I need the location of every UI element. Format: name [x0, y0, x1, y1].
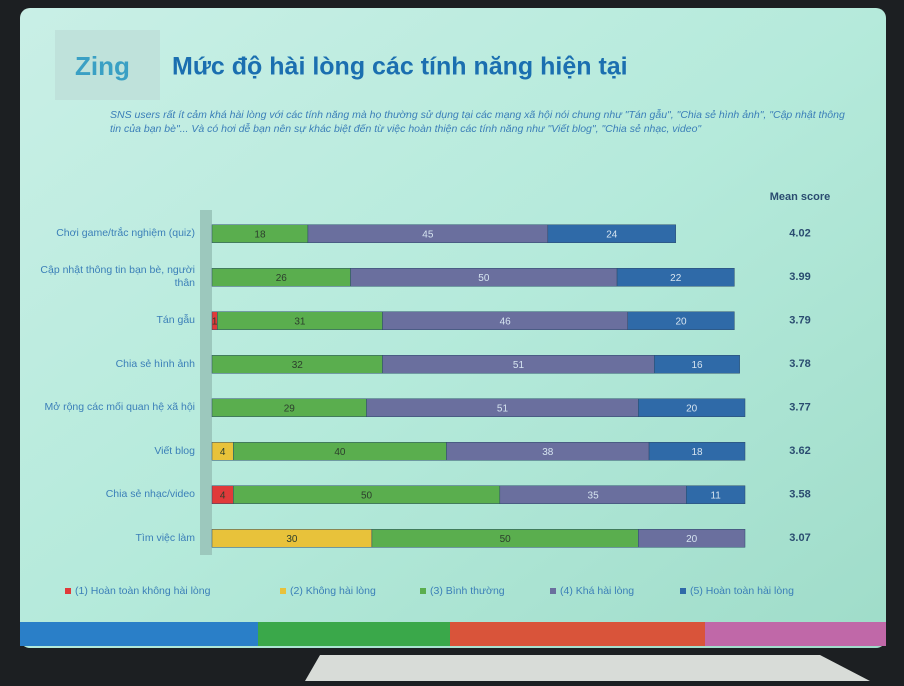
category-label-box: Chia sẻ nhạc/video	[30, 479, 195, 511]
legend-swatch	[65, 588, 71, 594]
data-label: 50	[361, 490, 373, 501]
legend-swatch	[680, 588, 686, 594]
legend-label: (1) Hoàn toàn không hài lòng	[75, 585, 211, 597]
category-label-box: Viết blog	[30, 435, 195, 467]
category-label-box: Tán gẫu	[30, 305, 195, 337]
category-label-box: Mở rộng các mối quan hệ xã hội	[30, 392, 195, 424]
legend-label: (3) Bình thường	[430, 585, 505, 597]
category-label: Chia sẻ nhạc/video	[30, 479, 195, 511]
stripe	[20, 622, 258, 646]
legend-label: (5) Hoàn toàn hài lòng	[690, 585, 794, 597]
category-label: Tìm việc làm	[30, 522, 195, 554]
legend-label: (2) Không hài lòng	[290, 585, 376, 597]
stripe	[258, 622, 450, 646]
data-label: 4	[220, 447, 226, 458]
category-label: Chơi game/trắc nghiệm (quiz)	[30, 218, 195, 250]
data-label: 4	[220, 490, 226, 501]
legend-swatch	[550, 588, 556, 594]
mean-score-value: 3.62	[789, 445, 810, 457]
screen-edge	[305, 655, 870, 681]
subtitle: SNS users rất ít cảm khá hài lòng với cá…	[110, 108, 850, 136]
data-label: 51	[497, 403, 509, 414]
data-label: 31	[294, 316, 306, 327]
legend-swatch	[280, 588, 286, 594]
category-label: Viết blog	[30, 435, 195, 467]
data-label: 51	[513, 360, 525, 371]
slide-photo: Zing Mức độ hài lòng các tính năng hiện …	[0, 0, 904, 681]
data-label: 46	[500, 316, 512, 327]
data-label: 20	[686, 534, 698, 545]
category-label: Cập nhật thông tin bạn bè, người thân	[30, 261, 195, 293]
legend-label: (4) Khá hài lòng	[560, 585, 634, 597]
data-label: 16	[691, 360, 703, 371]
mean-score-value: 3.78	[789, 358, 810, 370]
data-label: 29	[284, 403, 296, 414]
data-label: 18	[691, 447, 703, 458]
data-label: 32	[292, 360, 304, 371]
data-label: 22	[670, 273, 682, 284]
data-label: 35	[588, 490, 600, 501]
mean-score-value: 4.02	[789, 228, 810, 240]
data-label: 26	[276, 273, 288, 284]
data-label: 50	[500, 534, 512, 545]
category-label-box: Chia sẻ hình ảnh	[30, 348, 195, 380]
data-label: 50	[478, 273, 490, 284]
mean-score-value: 3.99	[789, 271, 810, 283]
mean-score-header: Mean score	[770, 191, 831, 203]
subtitle-box: SNS users rất ít cảm khá hài lòng với cá…	[110, 108, 850, 160]
category-label: Mở rộng các mối quan hệ xã hội	[30, 392, 195, 424]
data-label: 24	[606, 229, 618, 240]
mean-score-value: 3.58	[789, 489, 810, 501]
data-label: 30	[286, 534, 298, 545]
data-label: 40	[334, 447, 346, 458]
data-label: 45	[422, 229, 434, 240]
mean-score-value: 3.07	[789, 532, 810, 544]
data-label: 20	[686, 403, 698, 414]
category-label-box: Tìm việc làm	[30, 522, 195, 554]
data-label: 20	[675, 316, 687, 327]
mean-score-value: 3.79	[789, 315, 810, 327]
data-label: 38	[542, 447, 554, 458]
axis-wall	[200, 210, 212, 555]
mean-score-value: 3.77	[789, 402, 810, 414]
category-label-box: Cập nhật thông tin bạn bè, người thân	[30, 261, 195, 293]
chart-title: Mức độ hài lòng các tính năng hiện tại	[172, 53, 628, 81]
category-label: Chia sẻ hình ảnh	[30, 348, 195, 380]
stripe	[450, 622, 705, 646]
data-label: 11	[710, 490, 721, 501]
category-label: Tán gẫu	[30, 305, 195, 337]
logo: Zing	[75, 51, 130, 81]
data-label: 18	[254, 229, 266, 240]
stripe	[705, 622, 886, 646]
category-label-box: Chơi game/trắc nghiệm (quiz)	[30, 218, 195, 250]
data-label: 1	[212, 316, 218, 327]
legend-swatch	[420, 588, 426, 594]
